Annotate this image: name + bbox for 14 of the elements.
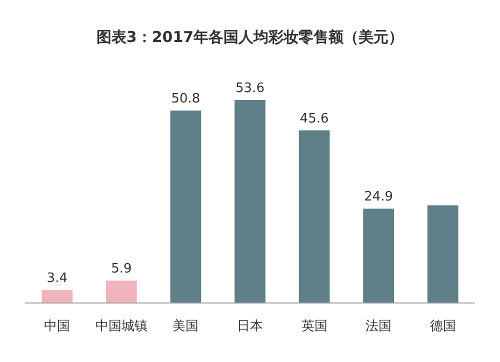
- x-tick-label: 美国: [172, 318, 199, 334]
- x-tick-label: 德国: [430, 319, 456, 334]
- title: 图表3：2017年各国人均彩妆零售额（美元）: [96, 28, 404, 46]
- data-label: 45.6: [300, 111, 329, 126]
- data-label: 5.9: [111, 262, 132, 277]
- data-label: 50.8: [171, 92, 200, 107]
- x-tick-label: 日本: [237, 319, 263, 334]
- x-tick-label: 中国城镇: [95, 319, 148, 334]
- data-label: 24.9: [364, 190, 394, 205]
- x-tick-label: 英国: [301, 319, 328, 334]
- x-tick-label: 法国: [366, 319, 392, 334]
- data-label: 53.6: [236, 81, 264, 96]
- x-tick-label: 中国: [44, 319, 70, 334]
- data-label: 3.4: [46, 271, 68, 286]
